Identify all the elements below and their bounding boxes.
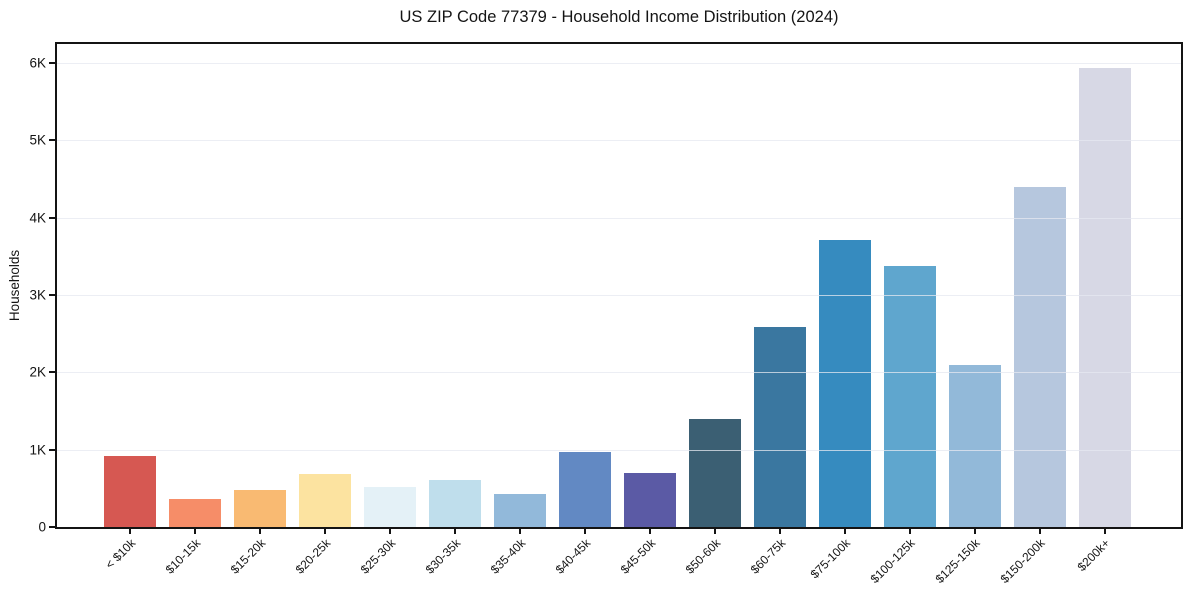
bar-$125-150k	[949, 364, 1001, 527]
x-tick-mark	[974, 529, 976, 534]
x-tick-mark	[714, 529, 716, 534]
gridline-1K	[57, 449, 1181, 451]
y-tick-label: 0	[38, 519, 46, 535]
y-tick-mark	[49, 61, 55, 64]
y-axis-label: Households	[7, 249, 23, 322]
bar-$200k+	[1079, 68, 1131, 527]
gridline-3K	[57, 294, 1181, 296]
bar-$45-50k	[624, 472, 676, 527]
x-tick-mark	[519, 529, 521, 534]
y-tick-label: 6K	[29, 55, 46, 71]
bar-$15-20k	[234, 489, 286, 527]
y-tick-label: 5K	[29, 132, 46, 148]
bar-$50-60k	[689, 418, 741, 527]
x-tick-mark	[909, 529, 911, 534]
x-tick-mark	[389, 529, 391, 534]
x-tick-label: $30-35k	[422, 536, 463, 577]
bar-$30-35k	[429, 479, 481, 527]
gridline-5K	[57, 140, 1181, 142]
gridline-6K	[57, 62, 1181, 64]
y-tick-label: 1K	[29, 442, 46, 458]
y-tick-label: 4K	[29, 210, 46, 226]
x-tick-label: $45-50k	[617, 536, 658, 577]
y-axis-label-container: Households	[0, 44, 30, 527]
x-tick-label: $100-125k	[867, 536, 918, 587]
x-tick-mark	[1039, 529, 1041, 534]
chart-title: US ZIP Code 77379 - Household Income Dis…	[399, 8, 839, 26]
gridline-4K	[57, 217, 1181, 219]
x-tick-label: $75-100k	[807, 536, 853, 582]
y-tick-mark	[49, 526, 55, 528]
x-tick-mark	[129, 529, 131, 534]
bar-< $10k	[104, 455, 156, 527]
bar-$20-25k	[299, 473, 351, 527]
bar-$10-15k	[169, 499, 221, 527]
x-tick-label: $40-45k	[552, 536, 593, 577]
y-tick-mark	[49, 293, 55, 296]
y-tick-mark	[49, 371, 55, 374]
x-tick-label: $10-15k	[162, 536, 203, 577]
bar-$150-200k	[1014, 187, 1066, 527]
bar-$100-125k	[884, 266, 936, 527]
y-tick-label: 2K	[29, 364, 46, 380]
x-tick-label: $25-30k	[357, 536, 398, 577]
x-tick-mark	[584, 529, 586, 534]
x-tick-label: $50-60k	[682, 536, 723, 577]
y-tick-label: 3K	[29, 287, 46, 303]
y-tick-mark	[49, 139, 55, 142]
x-tick-label: $200k+	[1074, 536, 1113, 574]
x-tick-mark	[779, 529, 781, 534]
bar-$35-40k	[494, 494, 546, 527]
plot-area: 0 1K 2K 3K 4K 5K 6K < $10k $10-15k $15-20k $20-25k…	[29, 42, 1183, 586]
x-tick-mark	[844, 529, 846, 534]
bar-$60-75k	[754, 327, 806, 527]
gridline-2K	[57, 372, 1181, 374]
x-tick-mark	[259, 529, 261, 534]
x-tick-mark	[649, 529, 651, 534]
x-tick-label: $60-75k	[747, 536, 788, 577]
x-tick-label: $20-25k	[292, 536, 333, 577]
x-tick-label: $35-40k	[487, 536, 528, 577]
x-tick-label: $125-150k	[932, 536, 983, 587]
y-tick-mark	[49, 448, 55, 451]
bar-$40-45k	[559, 451, 611, 527]
x-tick-mark	[194, 529, 196, 534]
x-tick-label: < $10k	[102, 536, 138, 572]
x-tick-label: $15-20k	[227, 536, 268, 577]
y-tick-mark	[49, 216, 55, 219]
x-tick-mark	[324, 529, 326, 534]
bar-$75-100k	[819, 240, 871, 527]
bar-$25-30k	[364, 486, 416, 527]
x-tick-label: $150-200k	[997, 536, 1048, 587]
x-tick-mark	[454, 529, 456, 534]
x-tick-mark	[1104, 529, 1106, 534]
